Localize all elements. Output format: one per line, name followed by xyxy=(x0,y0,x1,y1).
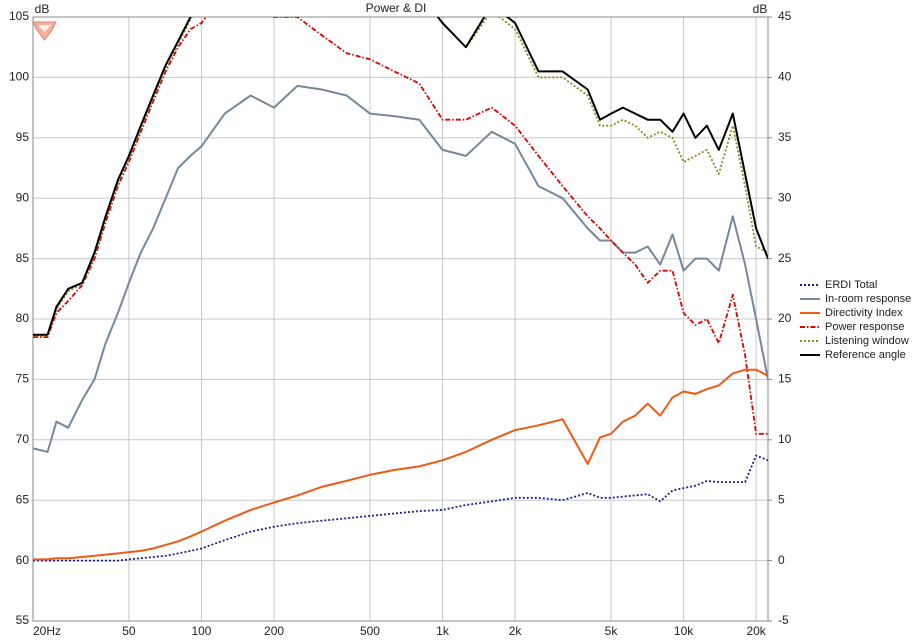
y2-tick-label: 10 xyxy=(778,432,792,446)
y-tick-label: 55 xyxy=(16,613,30,627)
plot-lines xyxy=(33,17,768,562)
series-line xyxy=(33,84,768,453)
x-tick-label: 50 xyxy=(122,624,136,638)
chart-title: Power & DI xyxy=(366,1,427,15)
x-tick-label: 20k xyxy=(746,624,766,638)
y-tick-label: 80 xyxy=(16,311,30,325)
series-line xyxy=(33,17,768,336)
y2-tick-label: 40 xyxy=(778,70,792,84)
series-line xyxy=(33,17,768,435)
x-tick-label: 200 xyxy=(264,624,284,638)
y2-tick-label: 25 xyxy=(778,251,792,265)
legend-label: In-room response xyxy=(825,293,911,305)
y-tick-label: 75 xyxy=(16,372,30,386)
y2-tick-label: 35 xyxy=(778,130,792,144)
y-tick-label: 65 xyxy=(16,492,30,506)
legend-label: Listening window xyxy=(825,335,909,347)
y-tick-label: 60 xyxy=(16,553,30,567)
y2-tick-label: 20 xyxy=(778,311,792,325)
y2-tick-label: 5 xyxy=(778,492,785,506)
x-tick-label: 500 xyxy=(360,624,380,638)
y-tick-label: 105 xyxy=(9,9,29,23)
y2-tick-label: 15 xyxy=(778,372,792,386)
legend-label: ERDI Total xyxy=(825,279,877,291)
y-axis-label: dB xyxy=(35,2,50,16)
y-tick-label: 100 xyxy=(9,70,29,84)
series-line xyxy=(33,368,768,561)
y-tick-label: 95 xyxy=(16,130,30,144)
x-tick-label: 100 xyxy=(191,624,211,638)
y-tick-label: 85 xyxy=(16,251,30,265)
y2-axis-label: dB xyxy=(753,2,768,16)
x-tick-label: 10k xyxy=(674,624,694,638)
logo xyxy=(32,21,57,41)
legend-label: Power response xyxy=(825,321,905,333)
y-tick-label: 70 xyxy=(16,432,30,446)
x-tick-label: 5k xyxy=(605,624,619,638)
x-tick-label: 1k xyxy=(436,624,450,638)
y2-tick-label: 0 xyxy=(778,553,785,567)
y2-tick-label: 45 xyxy=(778,9,792,23)
x-tick-label: 20Hz xyxy=(33,624,61,638)
plot-frame xyxy=(32,16,769,622)
y2-tick-label: 30 xyxy=(778,190,792,204)
y-tick-label: 90 xyxy=(16,190,30,204)
y2-tick-label: -5 xyxy=(778,613,789,627)
legend-label: Reference angle xyxy=(825,349,906,361)
legend-label: Directivity Index xyxy=(825,307,903,319)
x-tick-label: 2k xyxy=(509,624,523,638)
